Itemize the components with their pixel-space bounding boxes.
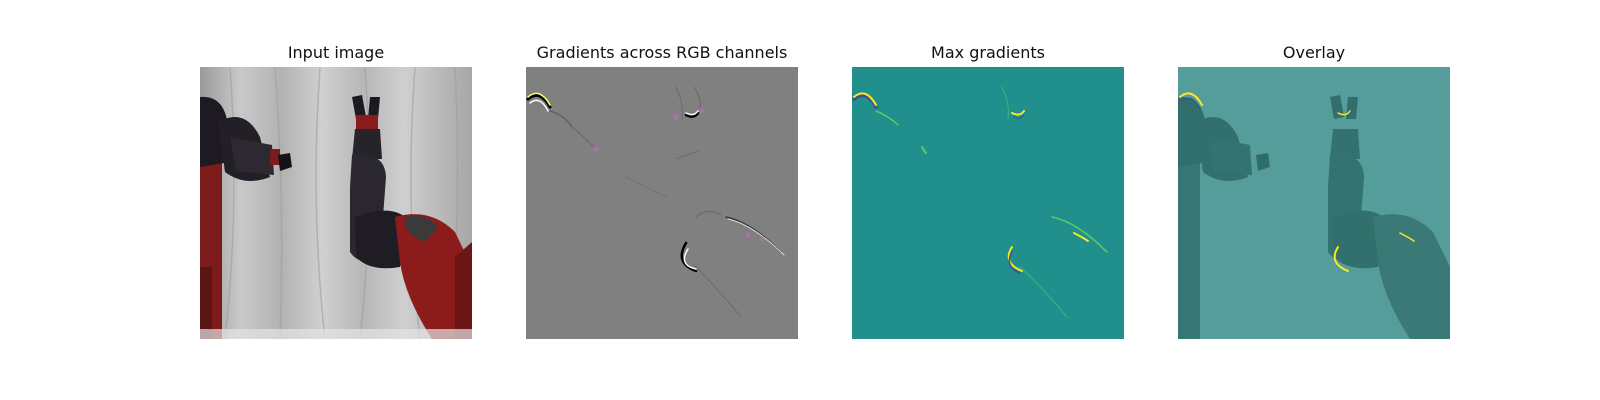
panel-title-overlay: Overlay bbox=[1282, 43, 1346, 62]
input-image bbox=[200, 67, 472, 339]
overlay-canvas bbox=[1178, 67, 1450, 339]
panel-input-image: Input image bbox=[200, 40, 472, 339]
left-robot-arm bbox=[200, 96, 292, 339]
floor-strip bbox=[200, 329, 472, 339]
input-image-canvas bbox=[200, 67, 472, 339]
panel-title-input: Input image bbox=[287, 43, 385, 62]
max-gradients-image bbox=[852, 67, 1124, 339]
panel-max-gradients: Max gradients bbox=[852, 40, 1124, 339]
right-robot-arm bbox=[350, 95, 472, 339]
panel-title-max: Max gradients bbox=[931, 43, 1045, 62]
panel-gradients: Gradients across RGB channels bbox=[526, 40, 798, 339]
gradients-canvas bbox=[526, 67, 798, 339]
max-gradients-canvas bbox=[852, 67, 1124, 339]
panel-overlay: Overlay bbox=[1178, 40, 1450, 339]
panel-title-gradients: Gradients across RGB channels bbox=[536, 43, 788, 62]
gradients-image bbox=[526, 67, 798, 339]
overlay-image bbox=[1178, 67, 1450, 339]
overlay-highlights bbox=[1179, 92, 1415, 272]
max-gradient-edges bbox=[852, 86, 1108, 318]
gradient-magenta-spots bbox=[593, 108, 765, 242]
overlay-base-image bbox=[1178, 95, 1450, 339]
